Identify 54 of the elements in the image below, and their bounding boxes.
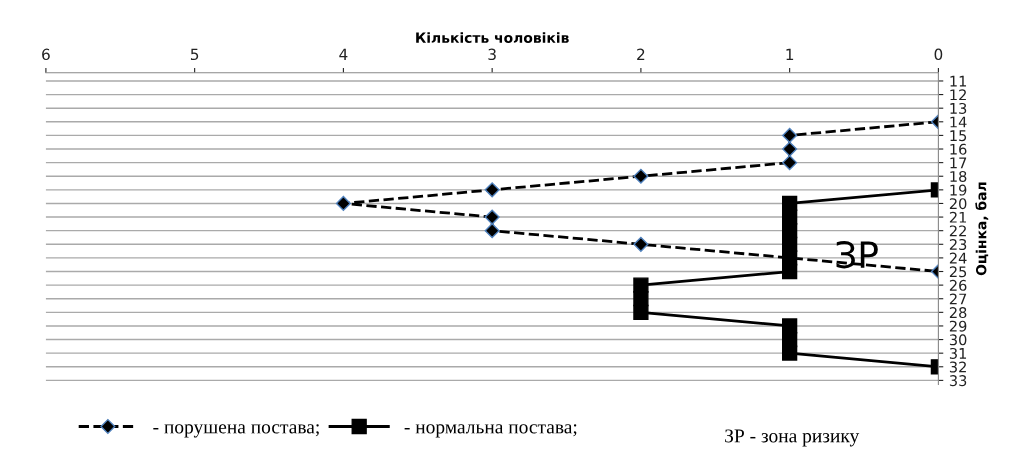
y-tick-label: 20 — [949, 198, 967, 210]
y-tick-label: 24 — [949, 252, 967, 264]
x-tick-label: 0 — [934, 48, 943, 61]
point — [633, 304, 649, 320]
x-tick-label: 4 — [339, 48, 348, 60]
point — [782, 263, 798, 280]
y-tick-label: 27 — [949, 293, 967, 305]
y-tick-label: 14 — [950, 116, 967, 128]
y-tick-label: 18 — [950, 170, 967, 182]
y-tick-label: 17 — [950, 157, 967, 169]
y-tick-label: 19 — [950, 184, 967, 196]
point — [782, 318, 798, 334]
y-tick-label: 16 — [950, 143, 967, 155]
point — [782, 223, 798, 239]
y-tick-label: 33 — [949, 375, 967, 387]
point — [633, 168, 649, 184]
y-tick-label: 29 — [949, 320, 967, 332]
annotation: ЗР — [836, 241, 878, 269]
y-tick-label: 28 — [949, 307, 967, 319]
x-tick-label: 6 — [42, 48, 50, 61]
y-tick-label: 25 — [949, 266, 967, 278]
y-tick-label: 32 — [949, 361, 966, 373]
legend-label: - порушена постава; — [153, 424, 319, 438]
point — [782, 155, 798, 171]
point — [782, 141, 798, 157]
y-tick-label: 12 — [950, 89, 966, 101]
text: ЗР - зона ризику — [725, 429, 860, 447]
point — [633, 236, 649, 252]
y-tick-label: 13 — [950, 102, 967, 114]
y-axis-title: Оцінка, бал — [975, 182, 989, 276]
x-tick-label: 1 — [786, 48, 794, 60]
y-tick-label: 30 — [949, 334, 967, 346]
y-tick-label: 15 — [950, 130, 967, 142]
point — [484, 182, 500, 198]
point — [782, 209, 798, 225]
x-tick-label: 5 — [190, 48, 199, 61]
point — [335, 195, 351, 212]
y-tick-label: 21 — [949, 211, 967, 223]
y-tick-label: 31 — [949, 347, 967, 359]
x-axis-title: Кількість чоловіків — [416, 32, 569, 43]
point — [782, 127, 798, 143]
x-tick-label: 2 — [637, 48, 645, 60]
y-tick-label: 22 — [949, 225, 966, 237]
y-tick-label: 11 — [950, 75, 967, 87]
x-tick-label: 3 — [488, 48, 496, 61]
y-tick-label: 26 — [949, 279, 967, 291]
point — [484, 223, 500, 239]
legend-label: - нормальна постава; — [404, 424, 577, 438]
point — [782, 345, 798, 361]
point — [782, 331, 798, 348]
point — [633, 277, 649, 293]
point — [633, 291, 649, 307]
y-tick-label: 23 — [949, 239, 967, 251]
point — [484, 209, 500, 225]
